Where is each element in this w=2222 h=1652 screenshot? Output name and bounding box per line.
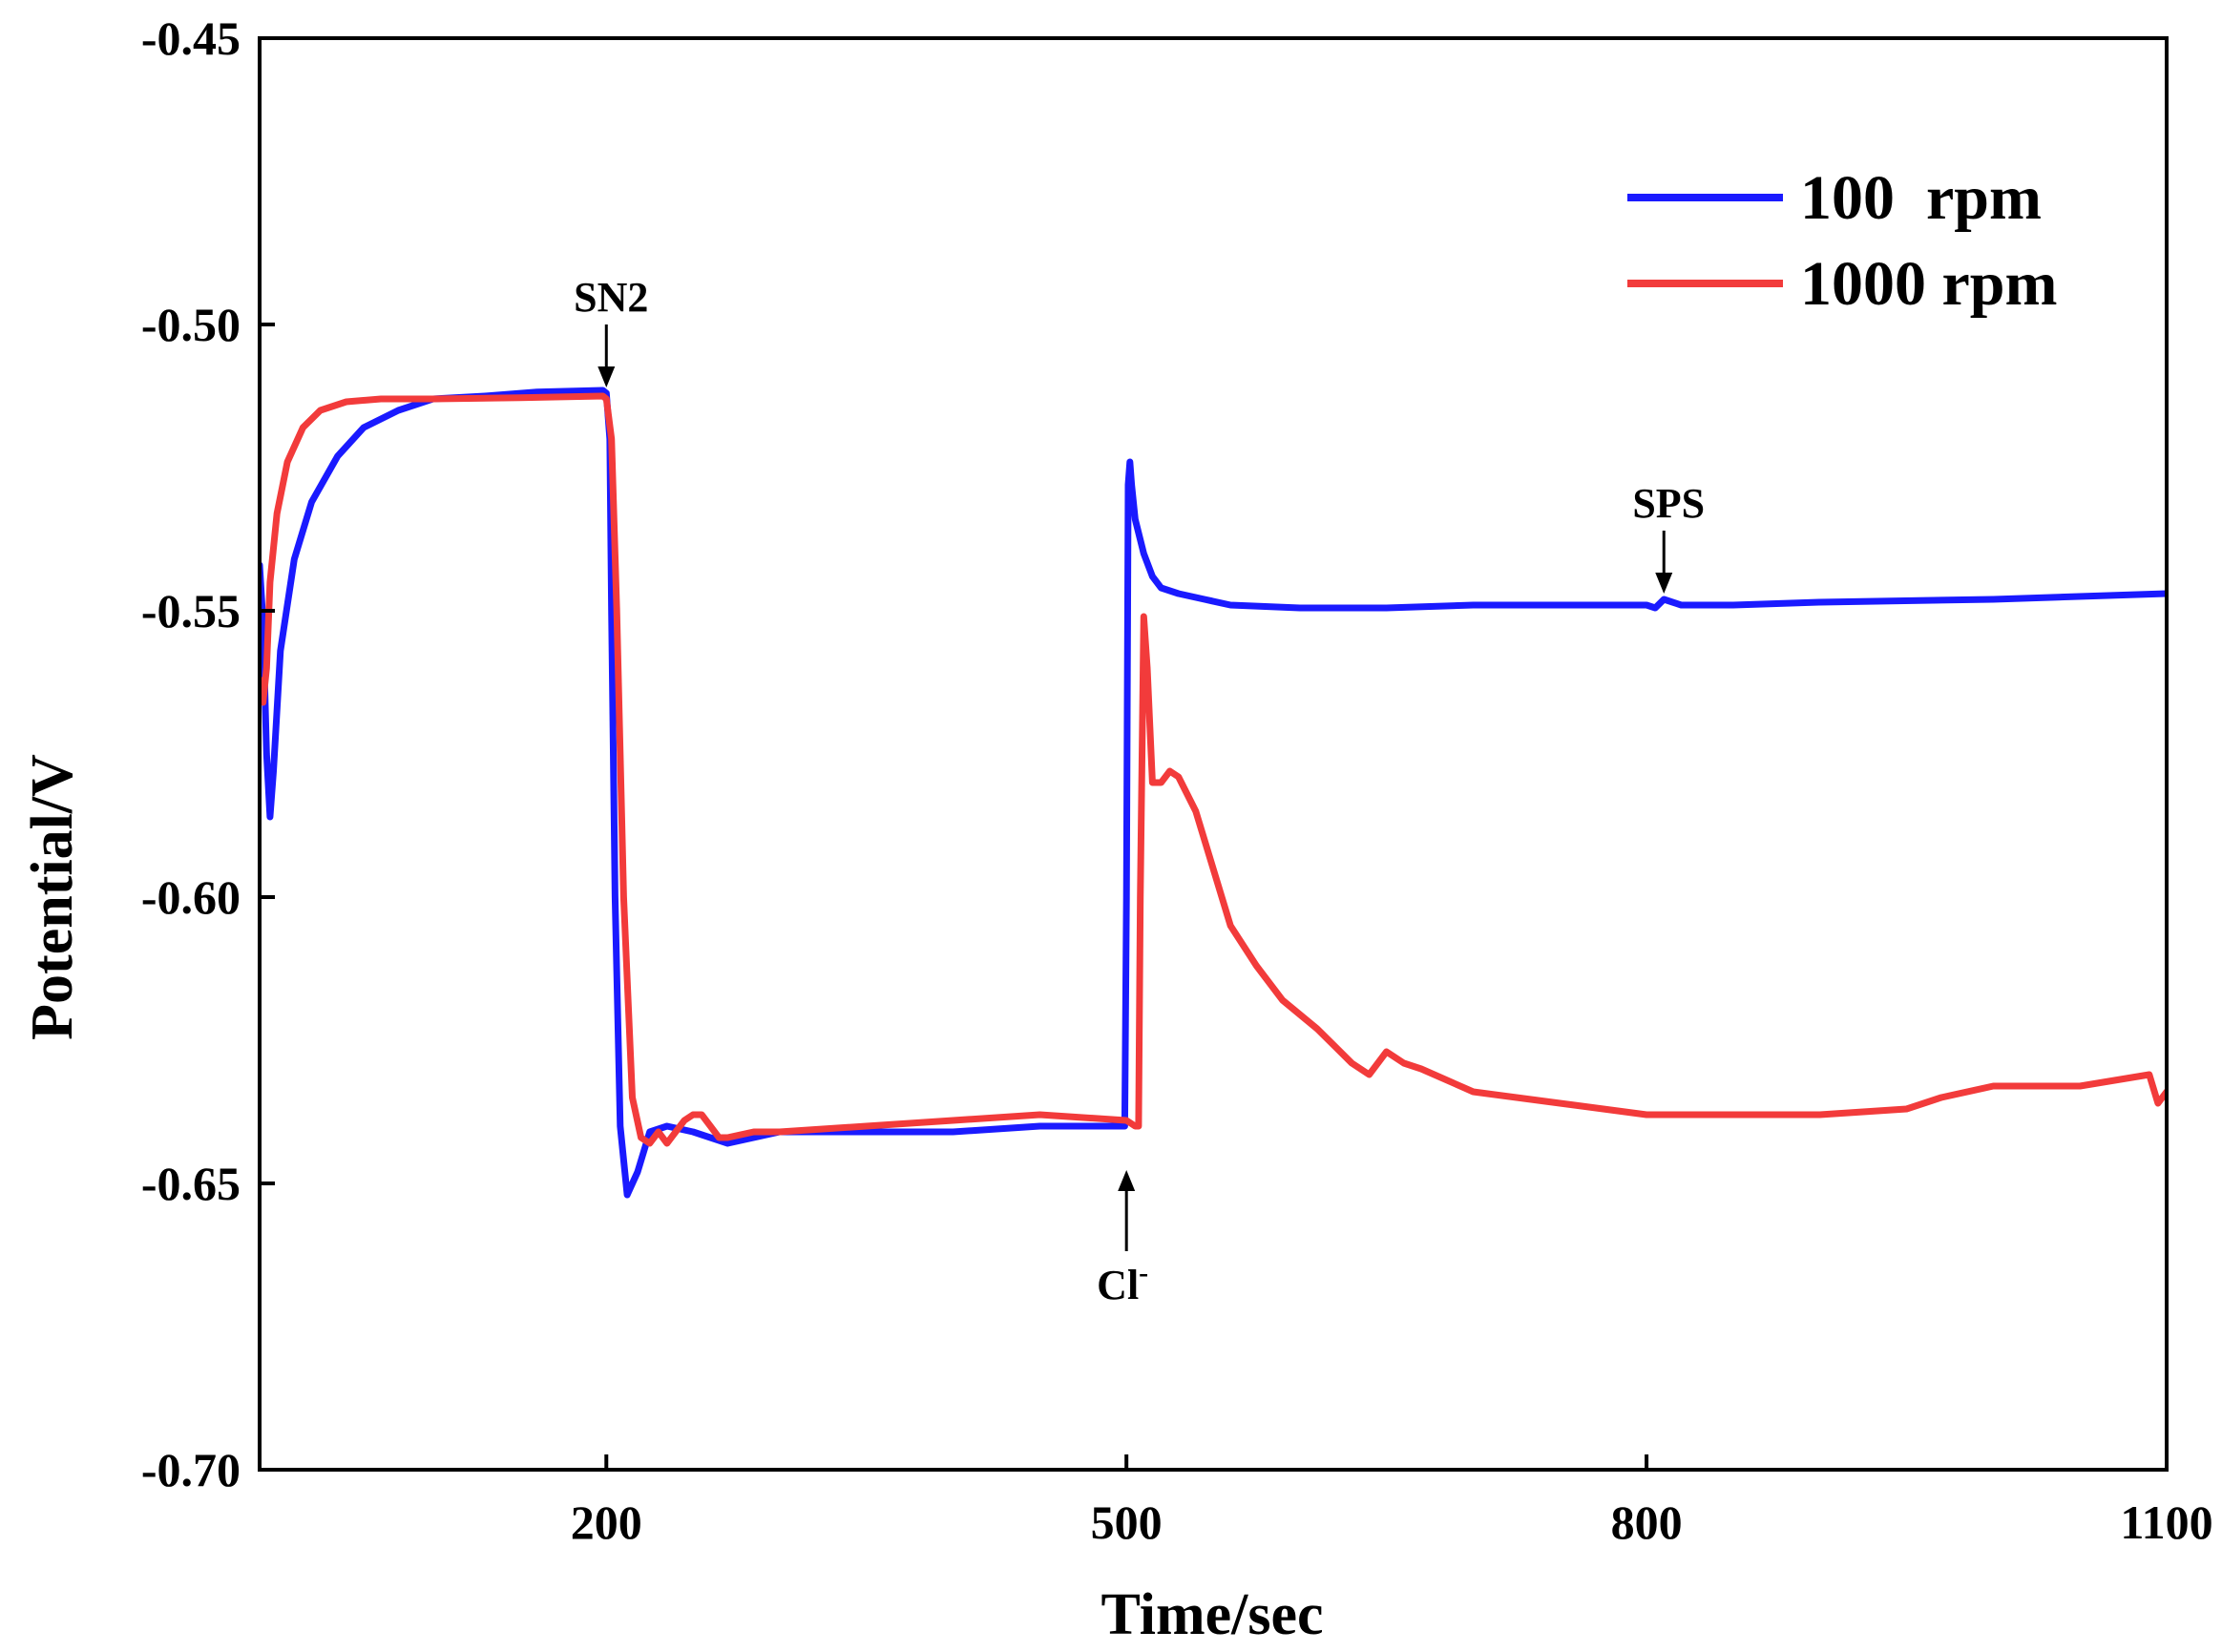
y-tick-label: -0.45 <box>141 11 241 65</box>
x-axis-title: Time/sec <box>1101 1582 1323 1647</box>
y-tick-label: -0.50 <box>141 298 241 351</box>
series-line-2 <box>260 392 2167 1147</box>
x-tick-label: 500 <box>1091 1495 1163 1549</box>
y-axis-title: Potential/V <box>20 754 85 1040</box>
legend: 100 rpm 1000 rpm <box>1627 163 2057 319</box>
legend-label: 1000 rpm <box>1800 249 2057 319</box>
annotation-label: Cl- <box>1097 1257 1148 1308</box>
annotation-label: SPS <box>1632 480 1705 527</box>
annotation-arrowhead <box>597 366 616 387</box>
y-tick-label: -0.60 <box>141 870 241 924</box>
annotation-sps: SPS <box>1632 480 1705 594</box>
annotation-label: SN2 <box>574 274 648 321</box>
y-tick-label: -0.70 <box>141 1443 241 1496</box>
annotation-sn2: SN2 <box>574 274 648 387</box>
annotation-arrowhead <box>1655 573 1673 594</box>
x-tick-label: 1100 <box>2120 1495 2212 1549</box>
annotation-cl: Cl- <box>1097 1170 1148 1308</box>
legend-entry-2: 1000 rpm <box>1627 249 2057 319</box>
y-tick-label: -0.55 <box>141 584 241 638</box>
axes-layer: -0.45 -0.50 -0.55 -0.60 -0.65 -0.70 200 500 800 1… <box>141 11 2213 1549</box>
annotation-layer: SN2 Cl- SPS <box>574 274 1705 1308</box>
x-tick-label: 800 <box>1611 1495 1683 1549</box>
x-tick-label: 200 <box>571 1495 642 1549</box>
annotation-superscript: - <box>1139 1257 1148 1288</box>
legend-entry-1: 100 rpm <box>1627 163 2042 233</box>
series-line-1 <box>260 387 2167 1199</box>
plot-frame <box>258 36 2169 1472</box>
legend-label: 100 rpm <box>1800 163 2042 233</box>
series-layer <box>260 387 2167 1199</box>
y-tick-label: -0.65 <box>141 1157 241 1210</box>
annotation-arrowhead <box>1118 1170 1136 1191</box>
